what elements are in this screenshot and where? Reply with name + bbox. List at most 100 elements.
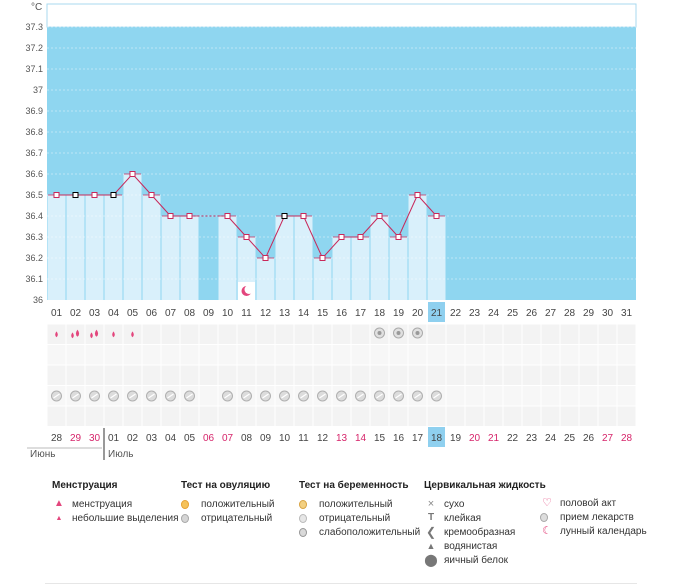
temperature-point [186,213,193,219]
symptom-cell [66,406,85,426]
symptom-cell [503,365,522,385]
symptom-cell [617,365,636,385]
calendar-date-label: 12 [317,433,329,444]
symptom-cell [142,324,161,344]
symptom-cell [180,406,199,426]
temperature-bar [66,195,85,300]
calendar-date-label: 06 [203,433,215,444]
symptom-cell [389,345,408,365]
symptom-cell [332,324,351,344]
legend-pregnancy: Тест на беременность положительный отриц… [299,480,420,539]
symptom-cell [123,406,142,426]
cycle-day-label: 09 [203,308,215,319]
cycle-day-label: 04 [108,308,120,319]
temperature-bar [142,195,161,300]
symptom-cell [142,345,161,365]
symptom-cell [275,406,294,426]
symptom-cell [104,406,123,426]
cycle-day-label: 23 [469,308,481,319]
symptom-cell [142,365,161,385]
symptom-cell [237,365,256,385]
legend-item: прием лекарств [540,510,647,524]
legend-label: кремообразная [444,526,516,538]
symptom-cell [446,345,465,365]
line-segment [303,215,323,259]
cycle-day-label: 24 [488,308,500,319]
symptom-cell [541,386,560,406]
symptom-cell [446,386,465,406]
symptom-cell [446,324,465,344]
legend-title: Цервикальная жидкость [424,480,546,491]
menstruation-drop-icon: ▲ [54,498,64,509]
legend-label: слабоположительный [319,526,421,538]
cycle-day-label: 30 [602,308,614,319]
cycle-day-label: 12 [260,308,272,319]
legend-label: отрицательный [201,512,273,524]
symptom-cell [465,324,484,344]
symptom-cell [85,406,104,426]
legend-item: положительный [299,497,420,511]
symptom-cell [541,406,560,426]
legend-label: положительный [319,498,393,510]
legend-item: отрицательный [299,511,420,525]
symptom-cell [351,324,370,344]
symptom-cell [579,386,598,406]
temperature-point [376,213,383,219]
moon-icon: ☾ [542,524,552,537]
pregnancy-weak-icon [299,527,307,537]
medication-icon-line [262,393,269,399]
symptom-cell [560,386,579,406]
temperature-line [48,173,445,259]
symptom-cell [370,365,389,385]
dry-cross-icon: × [427,497,435,510]
medication-icon-line [319,393,326,399]
temperature-point [110,192,117,198]
calendar-date-label: 14 [355,433,367,444]
medication-icon-line [376,393,383,399]
cycle-day-label: 22 [450,308,462,319]
legend-item: ▲ менструация [52,497,179,511]
temperature-bar [256,258,275,300]
y-tick-label: 36.7 [25,148,43,158]
sticky-tee-icon: T [427,512,435,523]
temperature-point [129,171,136,177]
line-segment [379,215,399,238]
symptom-cell [579,324,598,344]
symptom-cell [541,365,560,385]
medication-icon-line [53,393,60,399]
symptom-cell [180,345,199,365]
legend-label: положительный [201,498,275,510]
pregnancy-positive-icon [299,499,307,509]
line-segment [151,194,171,217]
cycle-day-label: 06 [146,308,158,319]
ovulation-negative-core [396,331,401,335]
medication-icon-line [300,393,307,399]
symptom-cell [294,365,313,385]
line-segment [360,215,380,238]
symptom-cell [237,324,256,344]
symptom-cell [427,365,446,385]
symptom-cell [560,365,579,385]
y-tick-label: 36 [33,295,43,305]
symptom-cell [47,406,66,426]
symptom-cell [275,345,294,365]
medication-icon-line [243,393,250,399]
legend-ovulation: Тест на овуляцию положительный отрицател… [181,480,274,525]
y-tick-label: 36.4 [25,211,43,221]
menstruation-light-icon [131,331,134,338]
legend-item: T клейкая [424,511,546,525]
calendar-date-label: 28 [51,433,63,444]
line-segment [132,173,152,196]
legend-title: Тест на беременность [299,480,409,491]
symptom-cell [161,365,180,385]
menstruation-heavy-icon [75,329,80,337]
symptom-cell [275,324,294,344]
menstruation-heavy-icon [90,332,93,339]
symptom-cell [598,345,617,365]
temperature-bar [332,237,351,300]
line-segment [227,215,247,238]
symptom-cell [237,406,256,426]
symptom-cell [427,324,446,344]
temperature-points [53,171,440,261]
ovulation-negative-core [415,331,420,335]
